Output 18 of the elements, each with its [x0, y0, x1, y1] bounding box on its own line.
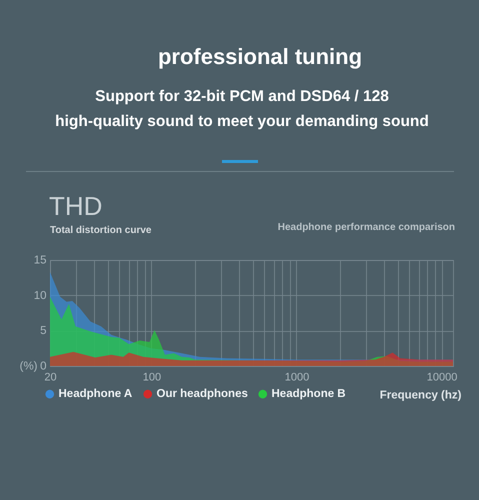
- text: Headphone performance comparison: [278, 222, 455, 233]
- y-tick-label: 5: [40, 325, 46, 338]
- x-tick-label: 10000: [426, 372, 458, 384]
- chart-title: professional tuning: [156, 44, 364, 70]
- y-tick-label: 10: [34, 290, 46, 302]
- x-tick-label: 100: [142, 372, 162, 384]
- y-tick-label: 15: [34, 254, 46, 266]
- x-tick-label: 1000: [284, 372, 310, 384]
- y-tick-label: 0: [40, 360, 46, 372]
- x-tick-label: 20: [44, 372, 57, 384]
- x-axis-title: Frequency (hz): [380, 390, 462, 402]
- text: Total distortion curve: [50, 225, 152, 236]
- y-axis-title: (%): [20, 360, 38, 372]
- legend-label: Headphone B: [272, 388, 346, 400]
- legend-label: Headphone A: [58, 388, 132, 400]
- legend-label: Our headphones: [156, 388, 248, 400]
- text: THD: [49, 191, 102, 222]
- chart-subtitle: Support for 32-bit PCM and DSD64 / 128 high-quality sound to meet your demanding sound: [54, 88, 430, 131]
